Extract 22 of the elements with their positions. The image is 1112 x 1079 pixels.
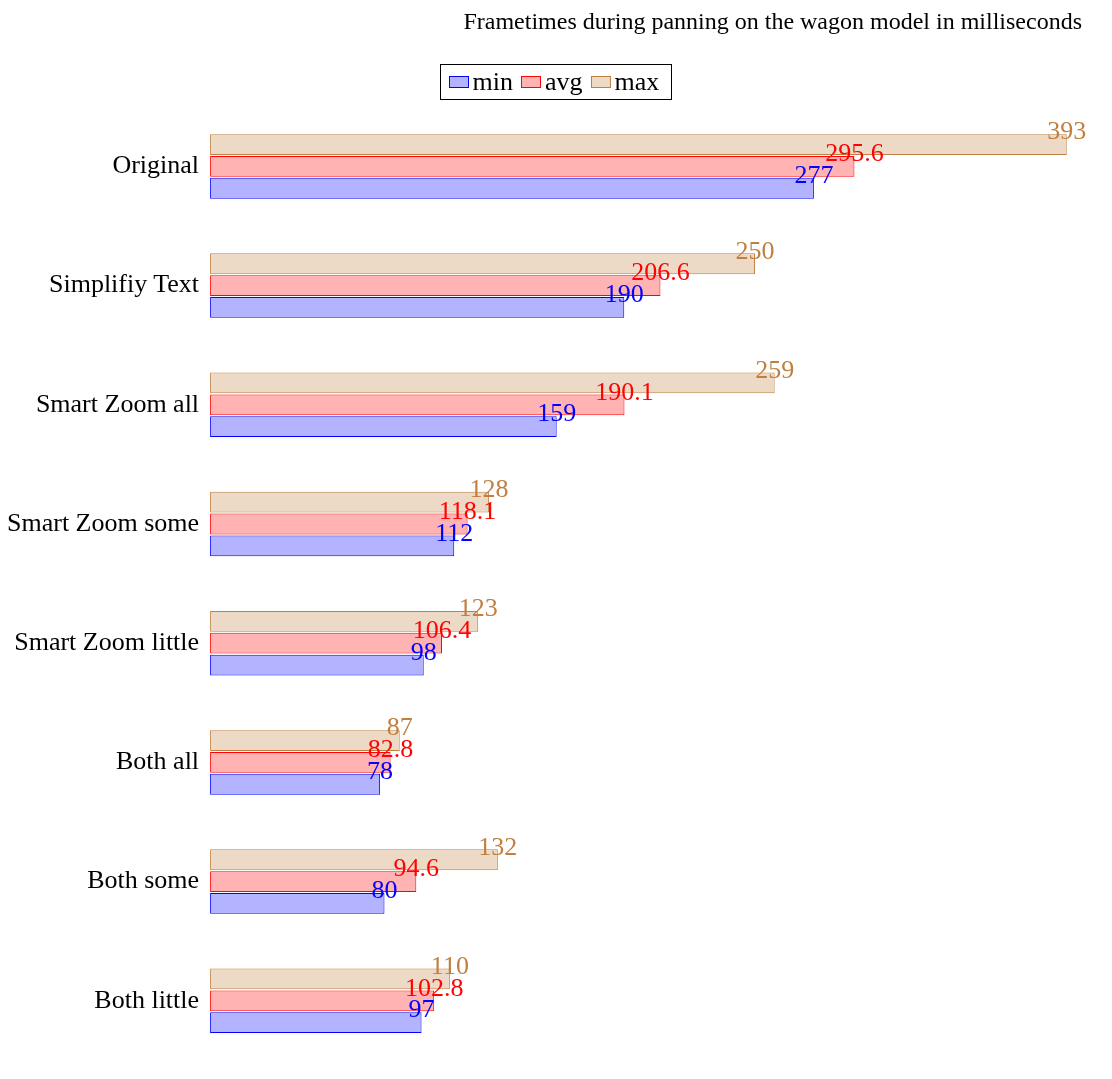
y-tick-label: Original	[112, 150, 200, 180]
y-tick-label: Both little	[94, 984, 200, 1014]
data-label: 132	[478, 831, 518, 861]
legend-label: avg	[545, 67, 583, 97]
y-tick-label: Smart Zoom some	[7, 507, 200, 537]
y-tick-label: Simplifiy Text	[48, 269, 200, 299]
data-label: 110	[430, 950, 469, 980]
y-tick-label: Both some	[87, 865, 200, 895]
data-label: 78	[367, 756, 394, 786]
data-label: 393	[1047, 116, 1087, 146]
data-label: 250	[735, 235, 775, 265]
data-label: 277	[794, 160, 834, 190]
chart-title: Frametimes during panning on the wagon model in milliseconds	[463, 7, 1082, 34]
legend-label: min	[472, 67, 514, 97]
y-tick-label: Smart Zoom all	[35, 388, 200, 418]
y-tick-label: Both all	[116, 746, 200, 776]
data-label: 128	[469, 473, 509, 503]
data-label: 259	[755, 354, 795, 384]
y-tick-label: Smart Zoom little	[14, 627, 200, 657]
data-label: 190.1	[595, 376, 654, 406]
legend-label: max	[614, 67, 660, 97]
data-label: 159	[537, 398, 577, 428]
